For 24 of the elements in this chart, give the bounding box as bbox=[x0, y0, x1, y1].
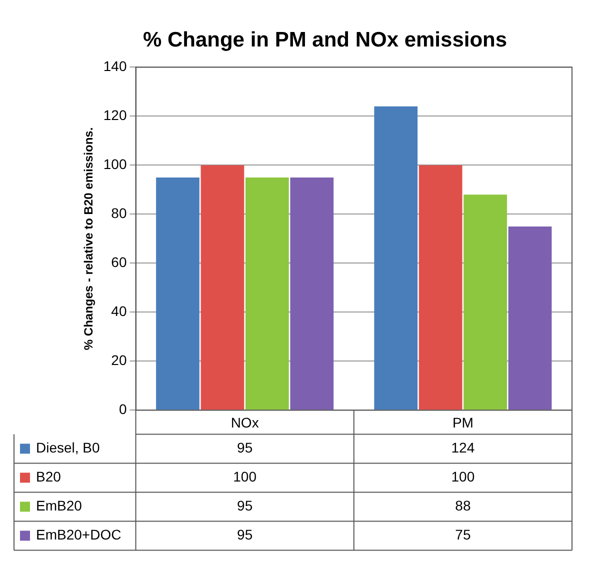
x-tick-label: NOx bbox=[230, 414, 259, 430]
legend-label: EmB20+DOC bbox=[36, 526, 122, 543]
data-label: 100 bbox=[233, 468, 257, 485]
y-tick-label: 60 bbox=[111, 254, 127, 270]
data-label: 100 bbox=[451, 468, 475, 485]
y-tick-label: 0 bbox=[118, 401, 127, 418]
legend-label: B20 bbox=[36, 468, 62, 485]
y-axis-title: % Changes - relative to B20 emissions. bbox=[82, 127, 96, 350]
data-label: 95 bbox=[237, 526, 253, 543]
y-tick-label: 140 bbox=[103, 58, 127, 74]
data-label: 88 bbox=[455, 498, 471, 514]
legend-label: Diesel, B0 bbox=[36, 440, 100, 456]
y-tick-label: 40 bbox=[111, 303, 127, 320]
y-tick-label: 100 bbox=[103, 156, 127, 172]
data-label: 124 bbox=[451, 440, 475, 456]
y-tick-label: 80 bbox=[111, 205, 127, 222]
data-label: 95 bbox=[237, 440, 253, 456]
x-tick-label: PM bbox=[452, 414, 474, 430]
legend-label: EmB20 bbox=[36, 498, 82, 514]
data-label: 75 bbox=[455, 526, 471, 543]
chart-title: % Change in PM and NOx emissions bbox=[142, 28, 508, 52]
data-label: 95 bbox=[237, 498, 253, 514]
y-tick-label: 20 bbox=[111, 352, 127, 368]
y-tick-label: 120 bbox=[103, 107, 127, 124]
